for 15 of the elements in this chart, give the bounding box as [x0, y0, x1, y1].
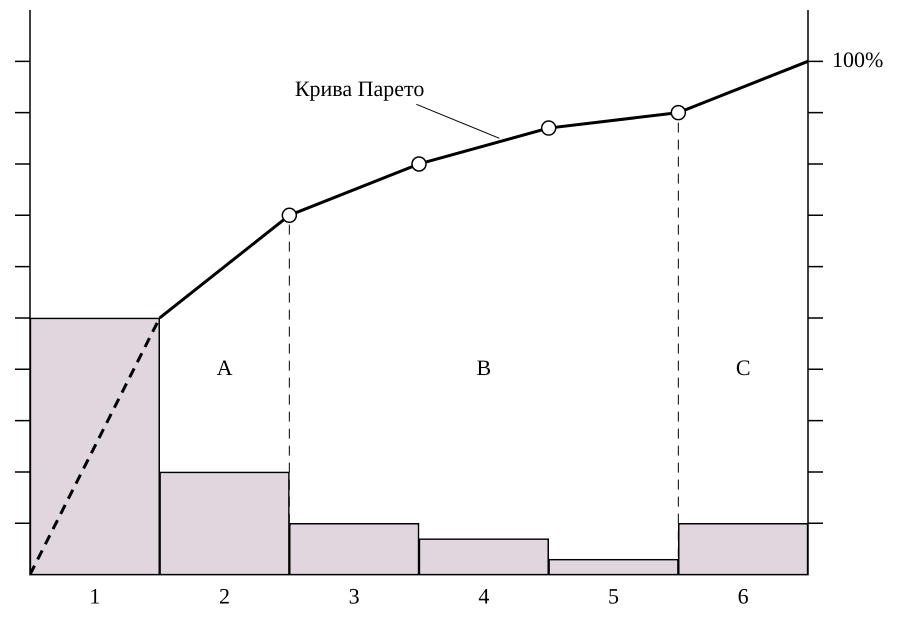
point	[411, 156, 427, 172]
annotation: Крива Парето	[294, 76, 424, 102]
x-tick-label: 6	[738, 584, 749, 609]
x-tick-label: 4	[478, 584, 490, 609]
annotation: 100%	[832, 47, 884, 72]
x-tick-label: 1	[89, 584, 100, 609]
point	[670, 104, 686, 120]
x-tick-label: 3	[348, 584, 360, 609]
point	[282, 208, 298, 224]
x-tick-label: 2	[219, 584, 230, 609]
x-tick-label: 5	[608, 584, 619, 609]
point	[540, 120, 556, 136]
annotation: C	[736, 355, 751, 380]
annotation: B	[476, 355, 492, 380]
annotation: A	[216, 355, 233, 380]
